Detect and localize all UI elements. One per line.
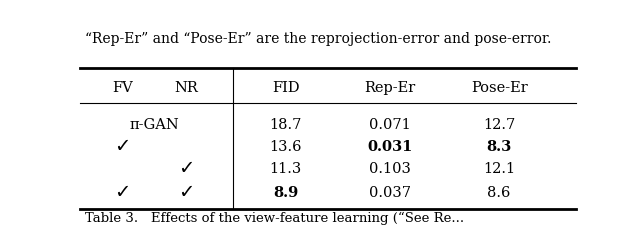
Text: 12.1: 12.1 <box>483 162 515 176</box>
Text: ✓: ✓ <box>114 183 131 202</box>
Text: “Rep-Er” and “Pose-Er” are the reprojection-error and pose-error.: “Rep-Er” and “Pose-Er” are the reproject… <box>85 32 551 46</box>
Text: 0.071: 0.071 <box>369 118 411 132</box>
Text: ✓: ✓ <box>179 183 195 202</box>
Text: 0.031: 0.031 <box>367 140 413 154</box>
Text: 0.103: 0.103 <box>369 162 411 176</box>
Text: 8.9: 8.9 <box>273 186 298 200</box>
Text: 13.6: 13.6 <box>269 140 302 154</box>
Text: ✓: ✓ <box>114 137 131 156</box>
Text: Pose-Er: Pose-Er <box>471 81 527 95</box>
Text: ✓: ✓ <box>179 159 195 178</box>
Text: 11.3: 11.3 <box>269 162 302 176</box>
Text: 8.6: 8.6 <box>488 186 511 200</box>
Text: Table 3.   Effects of the view-feature learning (“See Re...: Table 3. Effects of the view-feature lea… <box>85 212 464 225</box>
Text: NR: NR <box>175 81 198 95</box>
Text: Rep-Er: Rep-Er <box>364 81 415 95</box>
Text: FID: FID <box>272 81 300 95</box>
Text: 0.037: 0.037 <box>369 186 411 200</box>
Text: π-GAN: π-GAN <box>129 118 179 132</box>
Text: 18.7: 18.7 <box>269 118 302 132</box>
Text: 12.7: 12.7 <box>483 118 515 132</box>
Text: 8.3: 8.3 <box>486 140 512 154</box>
Text: FV: FV <box>112 81 132 95</box>
